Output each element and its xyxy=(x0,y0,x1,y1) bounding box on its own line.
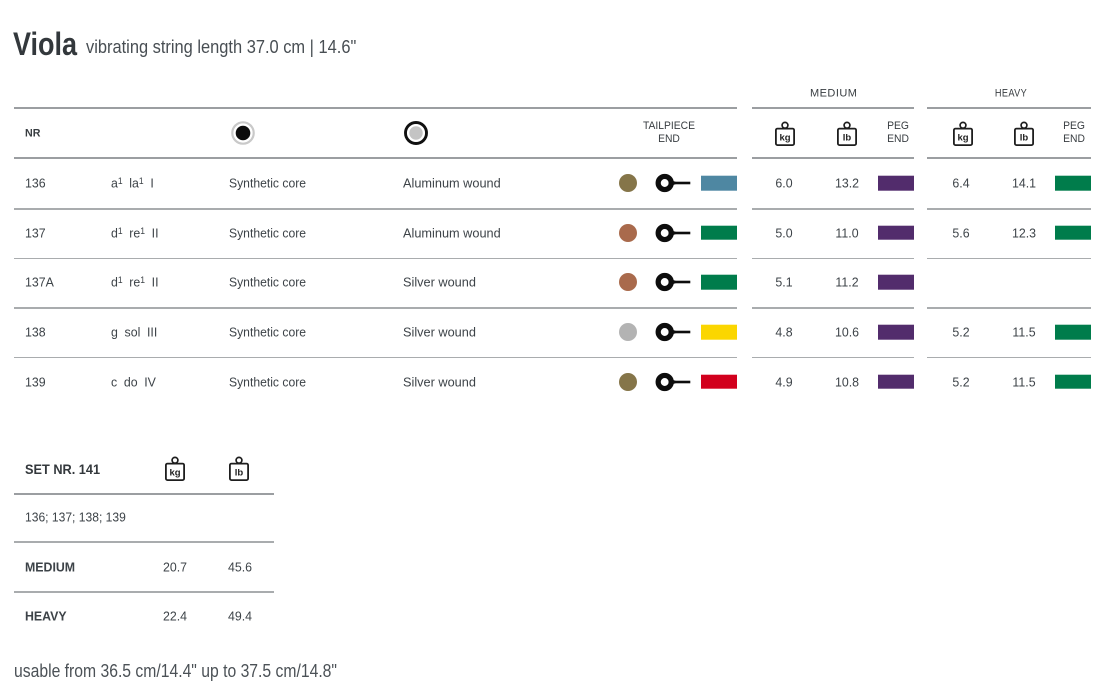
svg-text:lb: lb xyxy=(235,467,244,478)
svg-text:kg: kg xyxy=(170,467,181,478)
svg-text:kg: kg xyxy=(957,132,968,143)
svg-text:lb: lb xyxy=(843,132,852,143)
svg-text:lb: lb xyxy=(1020,132,1029,143)
svg-text:kg: kg xyxy=(779,132,790,143)
